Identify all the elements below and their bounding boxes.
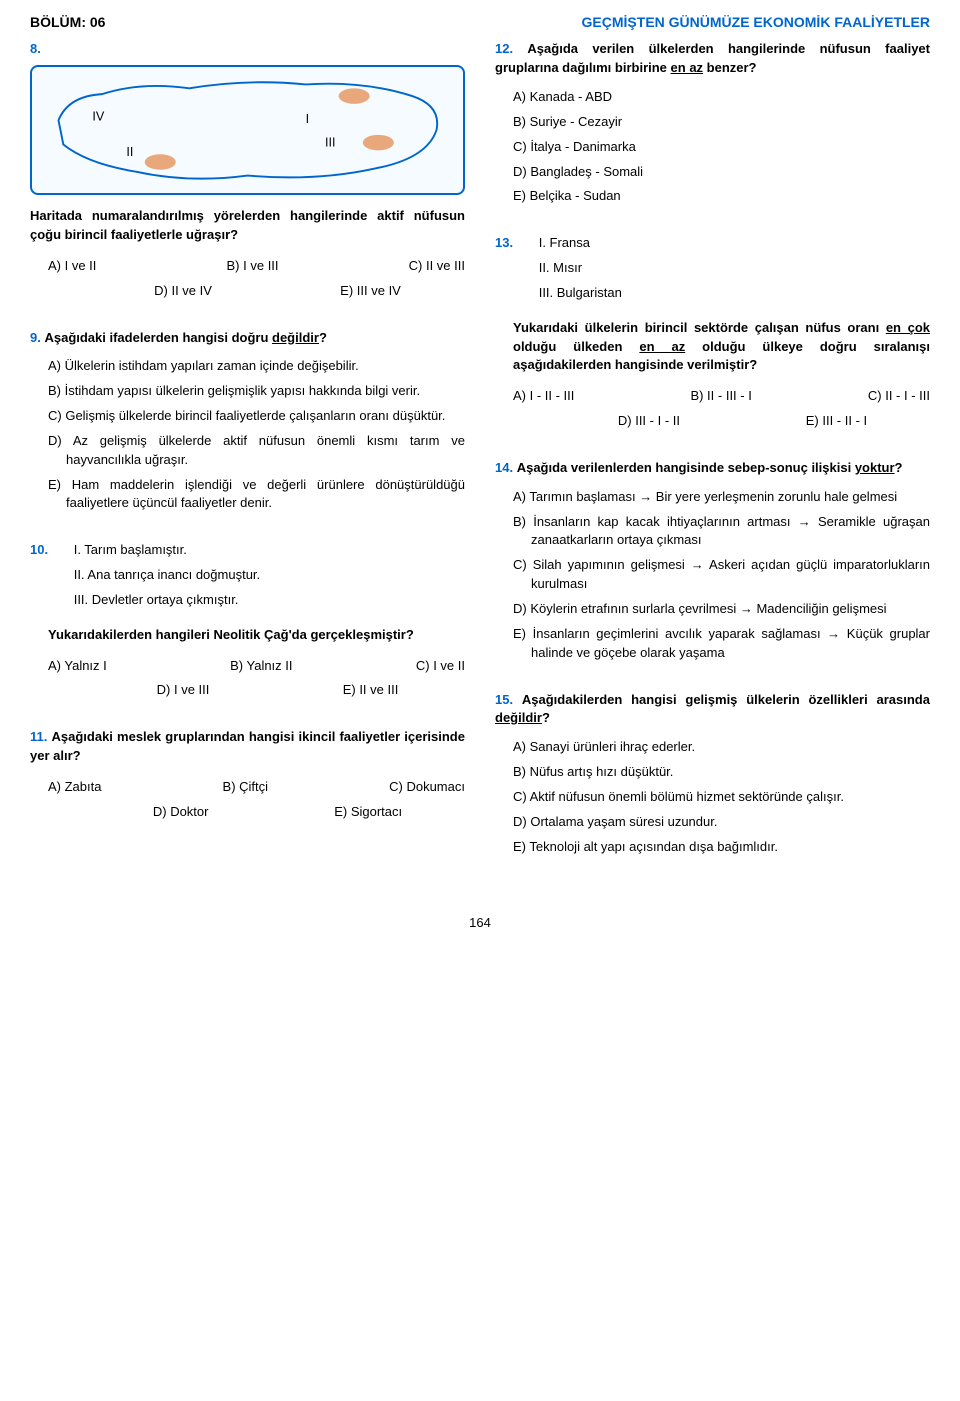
question-14: 14. Aşağıda verilenlerden hangisinde seb… bbox=[495, 459, 930, 663]
region-2-label: II bbox=[126, 145, 133, 159]
region-2-marker bbox=[145, 154, 176, 170]
q14-stem: 14. Aşağıda verilenlerden hangisinde seb… bbox=[495, 459, 930, 478]
question-12: 12. Aşağıda verilen ülkelerden hangileri… bbox=[495, 40, 930, 206]
q11-opt-c[interactable]: C) Dokumacı bbox=[389, 778, 465, 797]
q13-options-row1: A) I - II - III B) II - III - I C) II - … bbox=[495, 387, 930, 406]
q8-opt-a[interactable]: A) I ve II bbox=[48, 257, 96, 276]
q10-stem: Yukarıdakilerden hangileri Neolitik Çağ'… bbox=[30, 626, 465, 645]
q9-options: A) Ülkelerin istihdam yapıları zaman içi… bbox=[30, 357, 465, 513]
q9-opt-c[interactable]: C) Gelişmiş ülkelerde birincil faaliyetl… bbox=[48, 407, 465, 426]
q10-item-1: I. Tarım başlamıştır. bbox=[74, 541, 260, 560]
q10-opt-a[interactable]: A) Yalnız I bbox=[48, 657, 107, 676]
left-column: 8. I II III IV Haritada numaralandırılmı… bbox=[30, 40, 465, 884]
q8-options-row2: D) II ve IV E) III ve IV bbox=[30, 282, 465, 301]
q15-opt-a[interactable]: A) Sanayi ürünleri ihraç ederler. bbox=[513, 738, 930, 757]
q12-opt-b[interactable]: B) Suriye - Cezayir bbox=[513, 113, 930, 132]
q10-opt-b[interactable]: B) Yalnız II bbox=[230, 657, 292, 676]
q-number: 8. bbox=[30, 41, 41, 56]
q10-options-row1: A) Yalnız I B) Yalnız II C) I ve II bbox=[30, 657, 465, 676]
q14-opt-d[interactable]: D) Köylerin etrafının surlarla çevrilmes… bbox=[513, 600, 930, 619]
q8-opt-e[interactable]: E) III ve IV bbox=[340, 282, 401, 301]
q10-opt-d[interactable]: D) I ve III bbox=[157, 681, 210, 700]
q11-options-row2: D) Doktor E) Sigortacı bbox=[30, 803, 465, 822]
q15-stem: 15. Aşağıdakilerden hangisi gelişmiş ülk… bbox=[495, 691, 930, 729]
question-11: 11. Aşağıdaki meslek gruplarından hangis… bbox=[30, 728, 465, 821]
q15-opt-e[interactable]: E) Teknoloji alt yapı açısından dışa bağ… bbox=[513, 838, 930, 857]
q11-options-row1: A) Zabıta B) Çiftçi C) Dokumacı bbox=[30, 778, 465, 797]
q13-opt-b[interactable]: B) II - III - I bbox=[690, 387, 751, 406]
q9-opt-b[interactable]: B) İstihdam yapısı ülkelerin gelişmişlik… bbox=[48, 382, 465, 401]
q8-stem: Haritada numaralandırılmış yörelerden ha… bbox=[30, 207, 465, 245]
q9-opt-d[interactable]: D) Az gelişmiş ülkelerde aktif nüfusun ö… bbox=[48, 432, 465, 470]
q8-options-row1: A) I ve II B) I ve III C) II ve III bbox=[30, 257, 465, 276]
map-svg: I II III IV bbox=[32, 67, 463, 193]
q9-opt-e[interactable]: E) Ham maddelerin işlendiği ve değerli ü… bbox=[48, 476, 465, 514]
content-area: 8. I II III IV Haritada numaralandırılmı… bbox=[0, 40, 960, 904]
q12-opt-d[interactable]: D) Bangladeş - Somali bbox=[513, 163, 930, 182]
q14-opt-e[interactable]: E) İnsanların geçimlerini avcılık yapara… bbox=[513, 625, 930, 663]
region-4-label: IV bbox=[92, 109, 104, 123]
q9-opt-a[interactable]: A) Ülkelerin istihdam yapıları zaman içi… bbox=[48, 357, 465, 376]
question-9: 9. Aşağıdaki ifadelerden hangisi doğru d… bbox=[30, 329, 465, 514]
q13-opt-d[interactable]: D) III - I - II bbox=[618, 412, 680, 431]
q13-options-row2: D) III - I - II E) III - II - I bbox=[495, 412, 930, 431]
section-label: BÖLÜM: 06 bbox=[30, 12, 105, 32]
region-3-label: III bbox=[325, 136, 336, 150]
q10-item-3: III. Devletler ortaya çıkmıştır. bbox=[74, 591, 260, 610]
chapter-title: GEÇMİŞTEN GÜNÜMÜZE EKONOMİK FAALİYETLER bbox=[582, 12, 930, 32]
q10-opt-c[interactable]: C) I ve II bbox=[416, 657, 465, 676]
region-3-marker bbox=[363, 135, 394, 151]
q13-opt-e[interactable]: E) III - II - I bbox=[806, 412, 867, 431]
q11-opt-a[interactable]: A) Zabıta bbox=[48, 778, 101, 797]
q9-stem: 9. Aşağıdaki ifadelerden hangisi doğru d… bbox=[30, 329, 465, 348]
q15-opt-d[interactable]: D) Ortalama yaşam süresi uzundur. bbox=[513, 813, 930, 832]
q12-opt-a[interactable]: A) Kanada - ABD bbox=[513, 88, 930, 107]
question-15: 15. Aşağıdakilerden hangisi gelişmiş ülk… bbox=[495, 691, 930, 857]
q12-opt-c[interactable]: C) İtalya - Danimarka bbox=[513, 138, 930, 157]
q15-options: A) Sanayi ürünleri ihraç ederler. B) Nüf… bbox=[495, 738, 930, 856]
q14-options: A) Tarımın başlaması → Bir yere yerleşme… bbox=[495, 488, 930, 663]
question-13: 13. I. Fransa II. Mısır III. Bulgaristan… bbox=[495, 234, 930, 431]
q15-opt-c[interactable]: C) Aktif nüfusun önemli bölümü hizmet se… bbox=[513, 788, 930, 807]
q8-opt-c[interactable]: C) II ve III bbox=[409, 257, 465, 276]
q12-stem: 12. Aşağıda verilen ülkelerden hangileri… bbox=[495, 40, 930, 78]
q12-opt-e[interactable]: E) Belçika - Sudan bbox=[513, 187, 930, 206]
turkey-map: I II III IV bbox=[30, 65, 465, 195]
question-10: 10. I. Tarım başlamıştır. II. Ana tanrıç… bbox=[30, 541, 465, 700]
q8-opt-d[interactable]: D) II ve IV bbox=[154, 282, 212, 301]
region-1-marker bbox=[339, 88, 370, 104]
q13-item-1: I. Fransa bbox=[539, 234, 622, 253]
region-1-label: I bbox=[306, 112, 310, 126]
q11-opt-b[interactable]: B) Çiftçi bbox=[223, 778, 269, 797]
q12-options: A) Kanada - ABD B) Suriye - Cezayir C) İ… bbox=[495, 88, 930, 206]
q10-opt-e[interactable]: E) II ve III bbox=[343, 681, 399, 700]
q11-stem: 11. Aşağıdaki meslek gruplarından hangis… bbox=[30, 728, 465, 766]
q14-opt-a[interactable]: A) Tarımın başlaması → Bir yere yerleşme… bbox=[513, 488, 930, 507]
page-header: BÖLÜM: 06 GEÇMİŞTEN GÜNÜMÜZE EKONOMİK FA… bbox=[0, 0, 960, 40]
q13-item-3: III. Bulgaristan bbox=[539, 284, 622, 303]
q8-opt-b[interactable]: B) I ve III bbox=[227, 257, 279, 276]
q15-opt-b[interactable]: B) Nüfus artış hızı düşüktür. bbox=[513, 763, 930, 782]
q14-opt-b[interactable]: B) İnsanların kap kacak ihtiyaçlarının a… bbox=[513, 513, 930, 551]
map-outline bbox=[59, 82, 438, 178]
q11-opt-d[interactable]: D) Doktor bbox=[153, 803, 209, 822]
page-number: 164 bbox=[0, 904, 960, 943]
q13-opt-c[interactable]: C) II - I - III bbox=[868, 387, 930, 406]
right-column: 12. Aşağıda verilen ülkelerden hangileri… bbox=[495, 40, 930, 884]
q13-opt-a[interactable]: A) I - II - III bbox=[513, 387, 574, 406]
question-8: 8. I II III IV Haritada numaralandırılmı… bbox=[30, 40, 465, 300]
q13-stem: Yukarıdaki ülkelerin birincil sektörde ç… bbox=[495, 319, 930, 376]
q10-item-2: II. Ana tanrıça inancı doğmuştur. bbox=[74, 566, 260, 585]
q14-opt-c[interactable]: C) Silah yapımının gelişmesi → Askeri aç… bbox=[513, 556, 930, 594]
q13-item-2: II. Mısır bbox=[539, 259, 622, 278]
q11-opt-e[interactable]: E) Sigortacı bbox=[334, 803, 402, 822]
q10-options-row2: D) I ve III E) II ve III bbox=[30, 681, 465, 700]
